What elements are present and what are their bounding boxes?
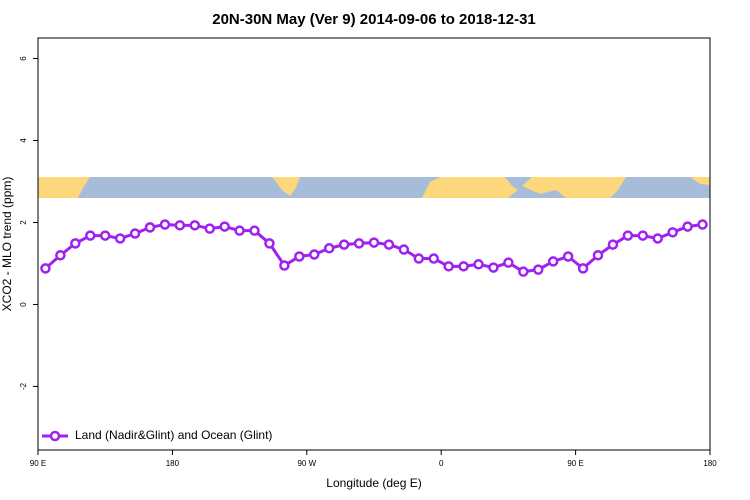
point <box>99 230 111 241</box>
point <box>503 257 514 268</box>
plot-frame <box>37 37 711 451</box>
legend-label: Land (Nadir&Glint) and Ocean (Glint) <box>75 428 272 442</box>
point <box>189 220 201 231</box>
point <box>85 230 96 241</box>
x-tick-label: 180 <box>703 459 717 468</box>
y-tick-label: 6 <box>19 56 28 61</box>
x-tick-label: 0 <box>439 459 444 468</box>
x-tick-label: 90 E <box>567 459 583 468</box>
y-tick-label: 2 <box>19 220 28 225</box>
y-tick-label: 0 <box>19 302 28 307</box>
point <box>234 225 245 236</box>
point <box>353 238 365 249</box>
chart-title: 20N-30N May (Ver 9) 2014-09-06 to 2018-1… <box>212 11 536 28</box>
point <box>622 230 634 241</box>
point <box>40 263 51 274</box>
point <box>70 238 81 249</box>
point <box>204 223 215 234</box>
point <box>473 259 484 270</box>
point <box>129 228 141 239</box>
point <box>368 237 380 248</box>
point <box>592 250 604 261</box>
point <box>144 222 156 233</box>
x-tick-label: 90 E <box>30 459 46 468</box>
point <box>159 219 171 230</box>
point <box>577 263 589 274</box>
point <box>338 239 350 250</box>
point <box>562 251 574 262</box>
x-tick-label: 90 W <box>297 459 316 468</box>
series-line <box>44 223 703 274</box>
point <box>428 253 439 264</box>
y-axis-label: XCO2 - MLO trend (ppm) <box>0 177 14 312</box>
x-axis-label: Longitude (deg E) <box>326 476 421 490</box>
point <box>413 253 425 264</box>
point <box>458 261 469 272</box>
point <box>652 233 663 244</box>
map-strip <box>38 177 710 198</box>
point <box>518 266 529 277</box>
x-tick-label: 180 <box>166 459 180 468</box>
point <box>637 230 649 241</box>
point <box>547 256 559 267</box>
y-tick-label: -2 <box>19 382 28 390</box>
legend-marker <box>49 430 61 442</box>
point <box>309 249 320 260</box>
point <box>383 239 395 250</box>
point <box>533 264 544 275</box>
y-tick-label: 4 <box>19 138 28 143</box>
point <box>114 233 126 244</box>
point <box>443 261 454 272</box>
point <box>249 225 260 236</box>
point <box>667 227 678 238</box>
point <box>697 219 708 230</box>
point <box>264 238 275 249</box>
point <box>488 262 499 273</box>
point <box>279 260 290 271</box>
point <box>323 243 335 254</box>
point <box>55 250 66 261</box>
point <box>682 221 693 232</box>
point <box>219 221 230 232</box>
point <box>607 239 619 250</box>
point <box>174 220 186 231</box>
point <box>398 244 410 255</box>
point <box>294 251 305 262</box>
